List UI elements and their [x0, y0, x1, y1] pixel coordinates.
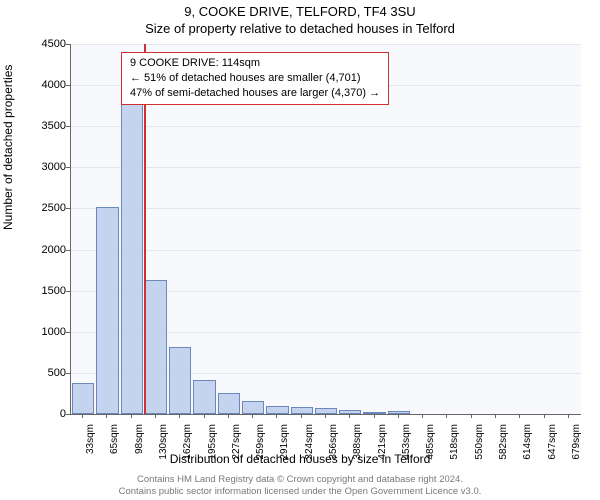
x-tick-mark: [349, 414, 350, 418]
y-tick-label: 500: [26, 367, 66, 379]
y-tick-label: 1000: [26, 326, 66, 338]
y-tick-mark: [66, 126, 70, 127]
y-tick-mark: [66, 208, 70, 209]
x-tick-mark: [155, 414, 156, 418]
credits: Contains HM Land Registry data © Crown c…: [0, 474, 600, 498]
bar: [96, 207, 118, 414]
x-tick-mark: [422, 414, 423, 418]
x-tick-mark: [204, 414, 205, 418]
titles: 9, COOKE DRIVE, TELFORD, TF4 3SU Size of…: [0, 0, 600, 38]
y-tick-mark: [66, 44, 70, 45]
y-tick-label: 2000: [26, 244, 66, 256]
x-tick-mark: [106, 414, 107, 418]
x-tick-mark: [325, 414, 326, 418]
annotation-box: 9 COOKE DRIVE: 114sqm ← 51% of detached …: [121, 52, 389, 105]
gridline: [71, 208, 581, 209]
y-tick-mark: [66, 414, 70, 415]
plot-area: 9 COOKE DRIVE: 114sqm ← 51% of detached …: [70, 44, 581, 415]
x-tick-mark: [301, 414, 302, 418]
x-axis-label: Distribution of detached houses by size …: [0, 452, 600, 466]
gridline: [71, 250, 581, 251]
y-axis-label: Number of detached properties: [1, 65, 15, 230]
gridline: [71, 126, 581, 127]
bar: [242, 401, 264, 414]
y-tick-label: 1500: [26, 285, 66, 297]
y-tick-label: 4000: [26, 79, 66, 91]
annotation-line1: 9 COOKE DRIVE: 114sqm: [130, 56, 380, 71]
x-tick-mark: [374, 414, 375, 418]
y-tick-mark: [66, 250, 70, 251]
y-tick-label: 3500: [26, 120, 66, 132]
bar: [145, 280, 167, 414]
x-tick-mark: [276, 414, 277, 418]
y-tick-label: 0: [26, 408, 66, 420]
gridline: [71, 44, 581, 45]
x-tick-mark: [398, 414, 399, 418]
annotation-line3: 47% of semi-detached houses are larger (…: [130, 86, 380, 101]
x-tick-mark: [519, 414, 520, 418]
bar: [121, 103, 143, 414]
x-tick-mark: [495, 414, 496, 418]
chart-container: 9, COOKE DRIVE, TELFORD, TF4 3SU Size of…: [0, 0, 600, 500]
gridline: [71, 167, 581, 168]
y-tick-mark: [66, 85, 70, 86]
credits-line1: Contains HM Land Registry data © Crown c…: [0, 474, 600, 486]
x-tick-mark: [179, 414, 180, 418]
x-tick-mark: [228, 414, 229, 418]
bar: [72, 383, 94, 414]
x-tick-mark: [544, 414, 545, 418]
y-tick-mark: [66, 167, 70, 168]
x-tick-mark: [252, 414, 253, 418]
bar: [169, 347, 191, 414]
y-tick-label: 3000: [26, 161, 66, 173]
title-main: 9, COOKE DRIVE, TELFORD, TF4 3SU: [0, 4, 600, 21]
x-tick-mark: [131, 414, 132, 418]
y-tick-mark: [66, 373, 70, 374]
bar: [193, 380, 215, 414]
y-tick-mark: [66, 291, 70, 292]
y-tick-label: 4500: [26, 38, 66, 50]
credits-line2: Contains public sector information licen…: [0, 486, 600, 498]
bar: [218, 393, 240, 414]
annotation-line2: ← 51% of detached houses are smaller (4,…: [130, 71, 380, 86]
title-sub: Size of property relative to detached ho…: [0, 21, 600, 38]
x-tick-mark: [446, 414, 447, 418]
y-tick-label: 2500: [26, 202, 66, 214]
y-tick-mark: [66, 332, 70, 333]
x-tick-mark: [471, 414, 472, 418]
bar: [266, 406, 288, 414]
x-tick-mark: [82, 414, 83, 418]
x-tick-mark: [568, 414, 569, 418]
